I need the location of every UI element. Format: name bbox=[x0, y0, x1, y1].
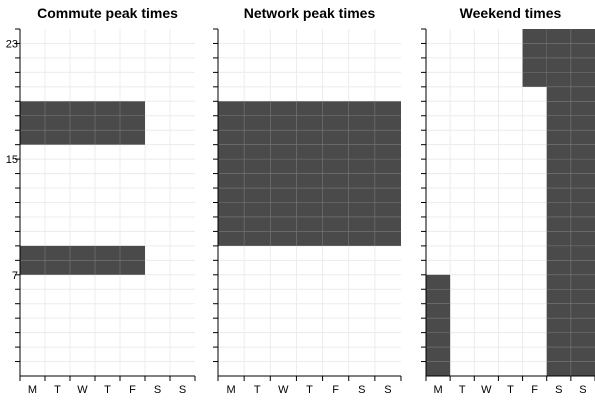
x-tick-label: T bbox=[306, 384, 313, 396]
x-tick-label: S bbox=[555, 384, 562, 396]
heatmap-panel-2: Network peak times M T W T F S S bbox=[213, 5, 402, 396]
x-tick-label: T bbox=[54, 384, 61, 396]
x-tick-label: T bbox=[254, 384, 261, 396]
x-tick-label: M bbox=[28, 384, 37, 396]
x-tick-label: F bbox=[332, 384, 339, 396]
x-tick-label: T bbox=[104, 384, 111, 396]
x-tick-label: S bbox=[384, 384, 391, 396]
x-tick-label: T bbox=[459, 384, 466, 396]
x-tick-label: M bbox=[226, 384, 235, 396]
x-tick-label: S bbox=[579, 384, 586, 396]
x-tick-label: W bbox=[278, 384, 289, 396]
x-tick-label: M bbox=[433, 384, 442, 396]
heatmap-cell-block bbox=[426, 274, 451, 376]
x-tick-label: W bbox=[481, 384, 492, 396]
x-tick-label: S bbox=[154, 384, 161, 396]
x-tick-label: W bbox=[77, 384, 88, 396]
panel-title: Commute peak times bbox=[37, 5, 178, 21]
y-tick-label: 15 bbox=[6, 154, 18, 166]
y-tick-label: 23 bbox=[6, 38, 18, 50]
heatmap-panel-1: Commute peak times 7 15 23 M T W T F S S bbox=[6, 5, 196, 396]
heatmap-panel-3: Weekend times M T W T F S S bbox=[421, 5, 595, 396]
y-tick-label: 7 bbox=[12, 270, 18, 282]
panel-title: Weekend times bbox=[460, 5, 562, 21]
panel-title: Network peak times bbox=[244, 5, 376, 21]
x-tick-label: F bbox=[531, 384, 538, 396]
x-tick-label: F bbox=[129, 384, 136, 396]
x-tick-label: S bbox=[358, 384, 365, 396]
heatmap-cell-block bbox=[20, 101, 145, 145]
x-tick-label: S bbox=[179, 384, 186, 396]
x-tick-label: T bbox=[507, 384, 514, 396]
